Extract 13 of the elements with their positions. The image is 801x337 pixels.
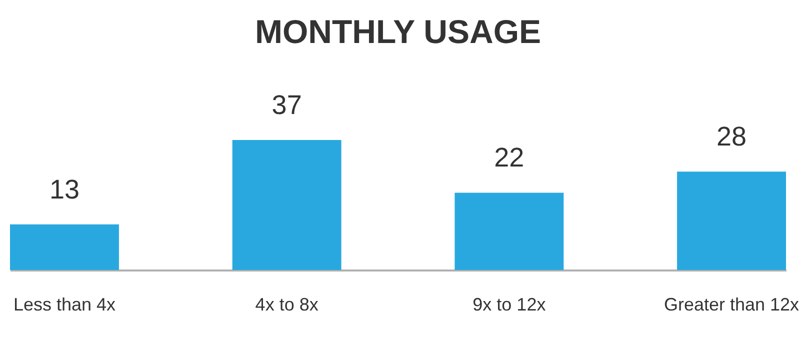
chart-title: MONTHLY USAGE: [254, 13, 542, 50]
data-label: 22: [494, 142, 524, 173]
data-label: 37: [272, 90, 302, 120]
x-tick-label: 9x to 12x: [472, 294, 546, 314]
bar: [454, 192, 564, 270]
bar: [677, 172, 786, 270]
bar: [232, 140, 342, 270]
data-label: 28: [716, 122, 747, 152]
data-label: 13: [49, 174, 80, 204]
x-tick-label: 4x to 8x: [255, 294, 318, 314]
x-tick-label: Greater than 12x: [664, 294, 800, 314]
bar: [10, 224, 119, 270]
x-tick-label: Less than 4x: [13, 294, 116, 314]
